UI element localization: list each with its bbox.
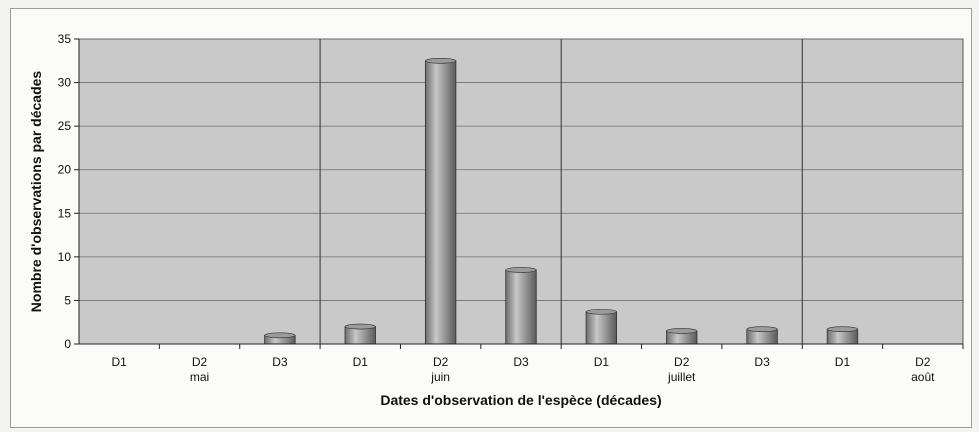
x-tick-label: D1 <box>112 355 128 369</box>
bar-top <box>264 332 296 339</box>
y-tick-label: 0 <box>64 337 71 351</box>
y-tick-label: 30 <box>58 76 72 90</box>
bar <box>424 60 457 345</box>
x-tick-label: D1 <box>353 355 369 369</box>
bar-top <box>746 326 778 332</box>
month-label: août <box>911 370 935 384</box>
bar-top <box>425 57 457 64</box>
x-tick-label: D2 <box>192 355 208 369</box>
month-label: juillet <box>667 370 696 384</box>
y-tick-label: 20 <box>58 163 72 177</box>
x-tick-label: D3 <box>513 355 529 369</box>
bar-top <box>344 323 376 330</box>
x-tick-label: D3 <box>754 355 770 369</box>
x-axis-title: Dates d'observation de l'espèce (décades… <box>380 392 661 408</box>
x-tick-label: D2 <box>433 355 449 369</box>
bar-top <box>666 328 698 334</box>
y-tick-label: 15 <box>58 206 72 220</box>
bar <box>585 311 618 345</box>
x-tick-label: D3 <box>272 355 288 369</box>
x-tick-label: D2 <box>915 355 931 369</box>
bar-top <box>826 326 859 332</box>
y-tick-label: 5 <box>64 293 71 307</box>
x-tick-label: D1 <box>594 355 610 369</box>
chart-figure: 0 5 10 15 20 25 30 35 D1 D2 D3 D1 D2 D3 D1 D2 D3 D1 D2 mai j… <box>10 8 972 428</box>
month-label: mai <box>190 370 209 384</box>
bar-top <box>585 308 617 315</box>
bar <box>505 269 537 345</box>
y-tick-label: 35 <box>58 32 72 46</box>
bar-top <box>505 267 537 273</box>
y-tick-label: 10 <box>58 250 72 264</box>
month-label: juin <box>430 370 450 384</box>
x-tick-label: D2 <box>674 355 690 369</box>
y-tick-label: 25 <box>58 119 72 133</box>
y-axis-title: Nombre d'observations par décades <box>28 71 44 313</box>
x-tick-label: D1 <box>835 355 851 369</box>
